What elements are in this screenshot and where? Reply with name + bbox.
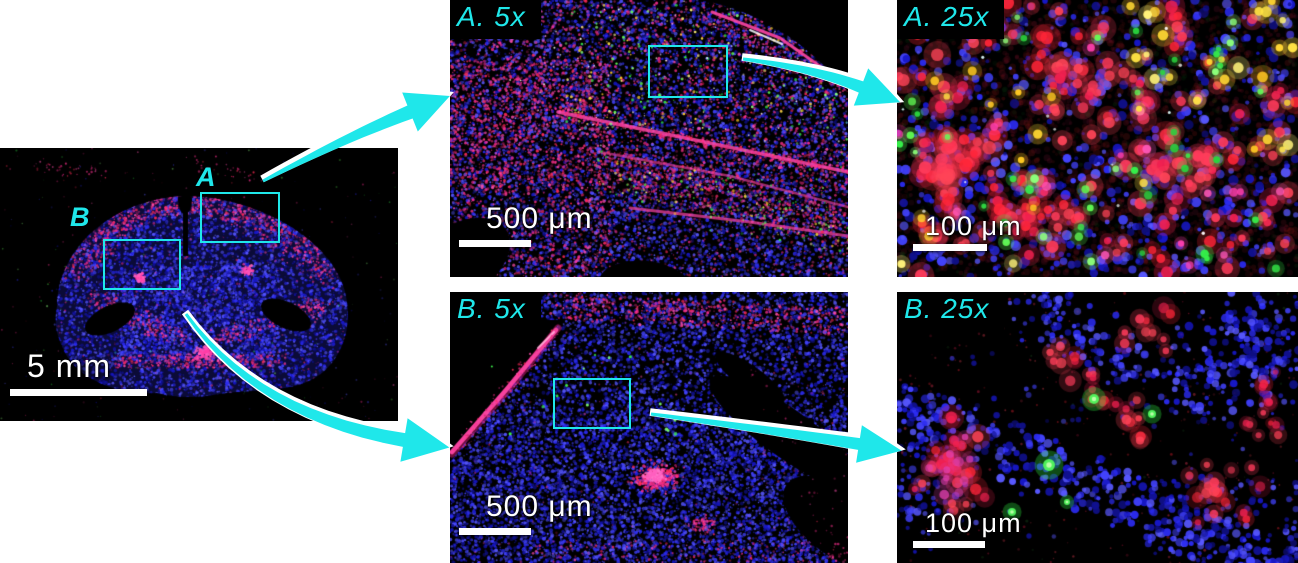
panel-b-25x: B. 25x 100 μm: [897, 292, 1298, 563]
panel-overview-brain-section: A B 5 mm: [0, 148, 398, 421]
panel-a-5x: A. 5x 500 μm: [450, 0, 848, 277]
scale-bar-label: 100 μm: [925, 211, 1022, 241]
roi-box-a-5x: [648, 45, 728, 98]
panel-label-b25x: B. 25x: [897, 292, 1005, 331]
scale-bar-label: 100 μm: [925, 508, 1022, 538]
scale-bar-line: [913, 244, 987, 252]
region-label-a: A: [196, 162, 216, 192]
scale-bar-label: 500 μm: [486, 490, 593, 523]
scale-bar: 100 μm: [913, 508, 1022, 549]
roi-box-b-5x: [553, 378, 631, 429]
scale-bar-line: [913, 541, 985, 549]
panel-label-b5x: B. 5x: [450, 292, 541, 331]
scale-bar: 100 μm: [913, 211, 1022, 252]
panel-a-25x: A. 25x 100 μm: [897, 0, 1298, 277]
scale-bar: 5 mm: [10, 348, 147, 396]
panel-label-a5x: A. 5x: [450, 0, 541, 39]
scale-bar-label: 500 μm: [486, 202, 593, 235]
scale-bar-label: 5 mm: [27, 348, 111, 384]
scale-bar-line: [459, 527, 531, 535]
scale-bar: 500 μm: [459, 491, 593, 535]
scale-bar-line: [459, 239, 531, 247]
region-label-b: B: [70, 202, 90, 232]
roi-box-b: [103, 239, 181, 290]
a-25x-micrograph: [897, 0, 1298, 277]
roi-box-a: [200, 192, 280, 243]
scale-bar: 500 μm: [459, 203, 593, 247]
scale-bar-line: [10, 388, 147, 396]
b-25x-micrograph: [897, 292, 1298, 563]
panel-label-a25x: A. 25x: [897, 0, 1005, 39]
panel-b-5x: B. 5x 500 μm: [450, 292, 848, 563]
